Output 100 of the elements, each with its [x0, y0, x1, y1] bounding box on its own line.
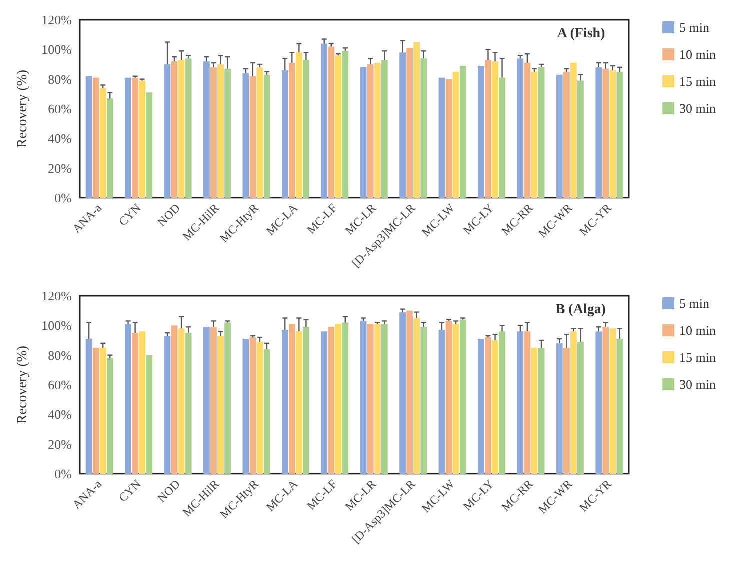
bar: [499, 78, 506, 198]
bar: [578, 80, 584, 198]
bar: [616, 339, 624, 474]
bar: [517, 58, 524, 198]
bar: [492, 340, 498, 474]
y-tick-label: 20%: [48, 160, 72, 176]
bar: [264, 74, 270, 198]
bar: [250, 338, 256, 474]
bar: [460, 66, 466, 198]
bar: [282, 70, 288, 198]
bar: [460, 320, 466, 474]
bar: [360, 67, 367, 198]
bar: [185, 333, 192, 474]
legend-label: 15 min: [680, 74, 716, 89]
bar: [524, 63, 531, 198]
bar: [556, 74, 563, 198]
bar: [556, 343, 563, 474]
bar: [596, 67, 602, 198]
bar: [242, 73, 250, 198]
y-tick-label: 80%: [48, 348, 72, 363]
bar: [610, 328, 616, 474]
bar: [517, 332, 524, 474]
bar: [106, 98, 114, 198]
bar: [178, 60, 185, 198]
bar: [563, 348, 570, 474]
bar: [610, 70, 616, 198]
chart-title: A (Fish): [557, 26, 606, 42]
bar: [342, 322, 349, 474]
bar: [538, 348, 545, 474]
bar: [321, 332, 328, 474]
bar: [282, 330, 288, 474]
bar: [296, 52, 302, 198]
bar: [125, 78, 132, 198]
y-axis-title: Recovery (%): [16, 70, 30, 148]
bar: [524, 332, 531, 474]
legend-label: 10 min: [680, 47, 716, 62]
bar: [303, 60, 310, 198]
bar: [381, 60, 388, 198]
bar: [146, 92, 153, 198]
bar: [256, 67, 264, 198]
bar: [204, 62, 210, 198]
bar: [406, 310, 413, 474]
bar: [563, 72, 570, 198]
bar: [400, 312, 406, 474]
bar: [578, 342, 584, 474]
bar: [538, 67, 545, 198]
bar: [438, 78, 446, 198]
bar: [242, 339, 250, 474]
bar: [250, 76, 256, 198]
bar: [367, 324, 374, 474]
bar: [414, 42, 420, 198]
bar: [178, 328, 185, 474]
y-axis-title: Recovery (%): [16, 346, 30, 424]
bar: [374, 63, 381, 198]
y-tick-label: 60%: [48, 378, 72, 392]
legend-label: 15 min: [680, 350, 716, 365]
bar: [100, 348, 106, 474]
chart-title: B (Alga): [556, 302, 606, 318]
bar: [139, 332, 146, 474]
bar: [335, 324, 342, 474]
bar: [570, 63, 577, 198]
legend-label: 5 min: [680, 20, 710, 35]
bar: [224, 68, 231, 198]
bar: [406, 48, 413, 198]
bar: [360, 321, 367, 474]
bar: [210, 67, 217, 198]
bar: [100, 88, 106, 198]
bar: [616, 72, 624, 198]
bar: [485, 60, 492, 198]
bar: [446, 321, 452, 474]
bar: [146, 355, 153, 474]
bar: [92, 348, 100, 474]
bar: [367, 64, 374, 198]
bar: [171, 62, 178, 198]
y-tick-label: 120%: [42, 12, 72, 28]
bar: [86, 339, 92, 474]
legend-label: 5 min: [680, 296, 710, 311]
bar: [218, 336, 224, 474]
y-tick-label: 80%: [48, 72, 72, 87]
y-tick-label: 0%: [54, 466, 72, 482]
bar: [256, 342, 264, 474]
bar: [125, 324, 132, 474]
bar: [296, 332, 302, 474]
bar: [321, 44, 328, 198]
y-tick-label: 0%: [54, 190, 72, 206]
legend-label: 30 min: [680, 101, 716, 116]
bar: [164, 64, 171, 198]
bar: [438, 330, 446, 474]
bar: [420, 327, 428, 474]
bar: [374, 324, 381, 474]
y-tick-label: 40%: [48, 407, 72, 422]
bar: [602, 327, 610, 474]
bar: [478, 339, 484, 474]
bar: [92, 78, 100, 198]
bar: [185, 58, 192, 198]
bar: [288, 63, 296, 198]
bar: [492, 62, 498, 198]
bar: [132, 78, 138, 198]
bar: [139, 80, 146, 198]
bar: [218, 64, 224, 198]
